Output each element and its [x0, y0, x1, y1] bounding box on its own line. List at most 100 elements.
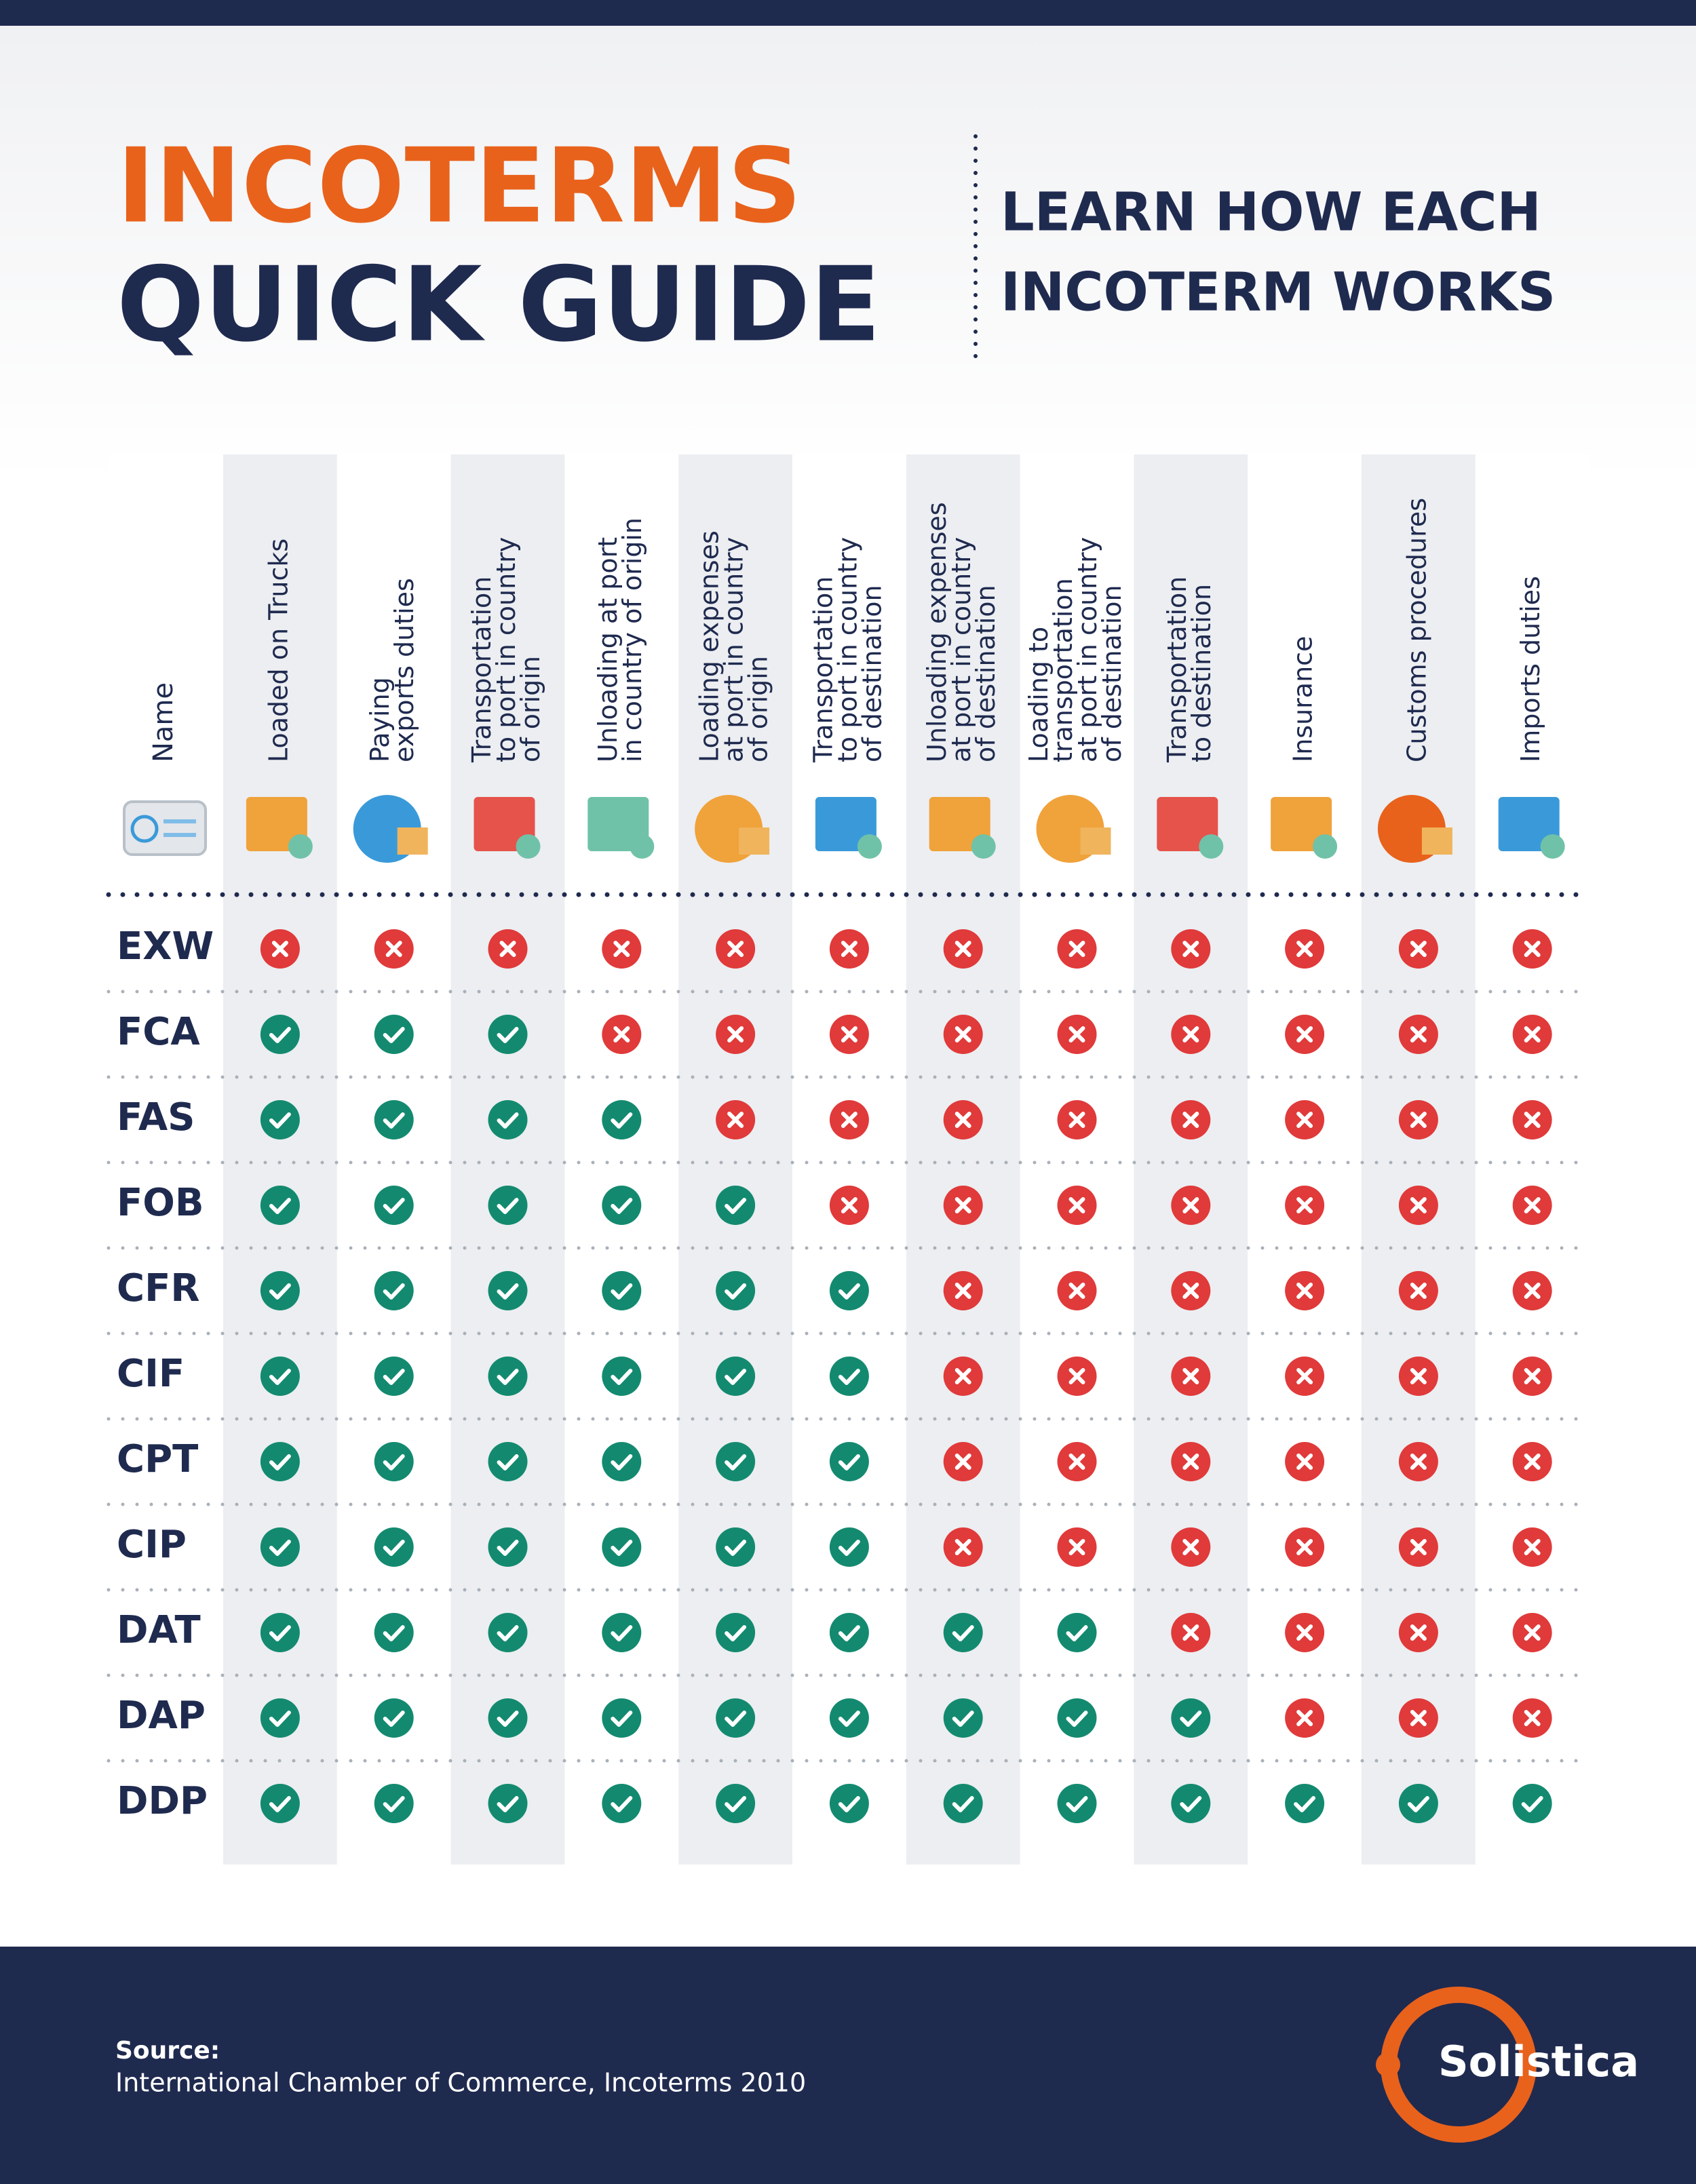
- mark-symbol: [497, 1625, 519, 1641]
- mark-circle: [602, 1186, 642, 1225]
- mark-circle: [716, 1784, 756, 1823]
- check-mark: [602, 1442, 642, 1481]
- column-icon: [1080, 827, 1111, 855]
- check-mark: [943, 1613, 983, 1652]
- row-name: DAT: [117, 1608, 201, 1652]
- cross-mark: [1398, 1442, 1438, 1481]
- mark-symbol: [383, 1711, 405, 1727]
- mark-symbol: [269, 1283, 291, 1300]
- mark-symbol: [385, 941, 402, 957]
- mark-symbol: [1296, 1283, 1313, 1299]
- mark-symbol: [1182, 1368, 1199, 1384]
- mark-symbol: [383, 1625, 405, 1641]
- mark-symbol: [611, 1369, 633, 1385]
- cross-mark: [943, 1527, 983, 1567]
- check-mark: [602, 1271, 642, 1310]
- check-mark: [488, 1357, 528, 1396]
- subtitle-line: INCOTERM WORKS: [1001, 262, 1556, 323]
- mark-symbol: [725, 1454, 747, 1470]
- mark-circle: [602, 1442, 642, 1481]
- column-header-text: exports duties: [389, 578, 419, 762]
- check-mark: [1171, 1784, 1211, 1823]
- column-icon: [1157, 797, 1218, 851]
- cross-mark: [1512, 1613, 1552, 1652]
- mark-circle: [374, 1784, 414, 1823]
- cross-mark: [488, 929, 528, 969]
- subtitle-line: LEARN HOW EACH: [1001, 182, 1541, 243]
- cross-mark: [1285, 1698, 1325, 1738]
- check-mark: [1512, 1784, 1552, 1823]
- check-mark: [260, 1015, 300, 1054]
- mark-symbol: [497, 1283, 519, 1300]
- mark-circle: [488, 1613, 528, 1652]
- cross-mark: [1285, 929, 1325, 969]
- column-icon: [739, 827, 770, 855]
- check-mark: [260, 1357, 300, 1396]
- column-icon: [1199, 834, 1224, 859]
- mark-symbol: [383, 1027, 405, 1043]
- mark-symbol: [955, 1026, 971, 1042]
- column-icon: [474, 797, 535, 851]
- mark-circle: [829, 1357, 869, 1396]
- cross-mark: [1285, 1613, 1325, 1652]
- mark-symbol: [1410, 1624, 1427, 1641]
- cross-mark: [1171, 1015, 1211, 1054]
- mark-symbol: [497, 1027, 519, 1043]
- mark-symbol: [497, 1198, 519, 1214]
- cross-mark: [1512, 1442, 1552, 1481]
- mark-circle: [716, 1271, 756, 1310]
- logo: Solistica: [1438, 2037, 1639, 2086]
- cross-mark: [260, 929, 300, 969]
- mark-circle: [1171, 1784, 1211, 1823]
- mark-symbol: [1068, 1112, 1085, 1128]
- check-mark: [374, 1015, 414, 1054]
- mark-circle: [943, 1698, 983, 1738]
- check-mark: [602, 1698, 642, 1738]
- row-name: DDP: [117, 1779, 208, 1823]
- mark-circle: [488, 1442, 528, 1481]
- mark-symbol: [1410, 1112, 1427, 1128]
- check-mark: [716, 1357, 756, 1396]
- check-mark: [488, 1015, 528, 1054]
- mark-symbol: [269, 1198, 291, 1214]
- cross-mark: [1512, 1100, 1552, 1139]
- mark-circle: [1057, 1613, 1097, 1652]
- column-header-text: Name: [148, 682, 179, 762]
- check-mark: [374, 1100, 414, 1139]
- mark-circle: [488, 1698, 528, 1738]
- id-card-icon: [163, 833, 196, 837]
- mark-symbol: [1410, 1283, 1427, 1299]
- check-mark: [488, 1442, 528, 1481]
- column-icon: [630, 834, 655, 859]
- mark-symbol: [1521, 1796, 1543, 1812]
- column-icon: [1540, 834, 1565, 859]
- mark-symbol: [1524, 1624, 1541, 1641]
- mark-circle: [716, 1698, 756, 1738]
- check-mark: [374, 1271, 414, 1310]
- check-mark: [488, 1271, 528, 1310]
- cross-mark: [1285, 1357, 1325, 1396]
- mark-circle: [374, 1613, 414, 1652]
- mark-circle: [488, 1186, 528, 1225]
- column-icon: [857, 834, 882, 859]
- row-name: CPT: [117, 1437, 198, 1481]
- cross-mark: [1285, 1442, 1325, 1481]
- mark-circle: [488, 1357, 528, 1396]
- cross-mark: [374, 929, 414, 969]
- mark-symbol: [1410, 1368, 1427, 1384]
- id-card-icon: [163, 819, 196, 823]
- column-header-text: of destination: [1097, 585, 1127, 762]
- mark-symbol: [383, 1198, 405, 1214]
- cross-mark: [1285, 1527, 1325, 1567]
- top-bar: [0, 0, 1696, 26]
- mark-symbol: [1068, 1454, 1085, 1470]
- mark-symbol: [838, 1711, 860, 1727]
- column-icon: [971, 834, 996, 859]
